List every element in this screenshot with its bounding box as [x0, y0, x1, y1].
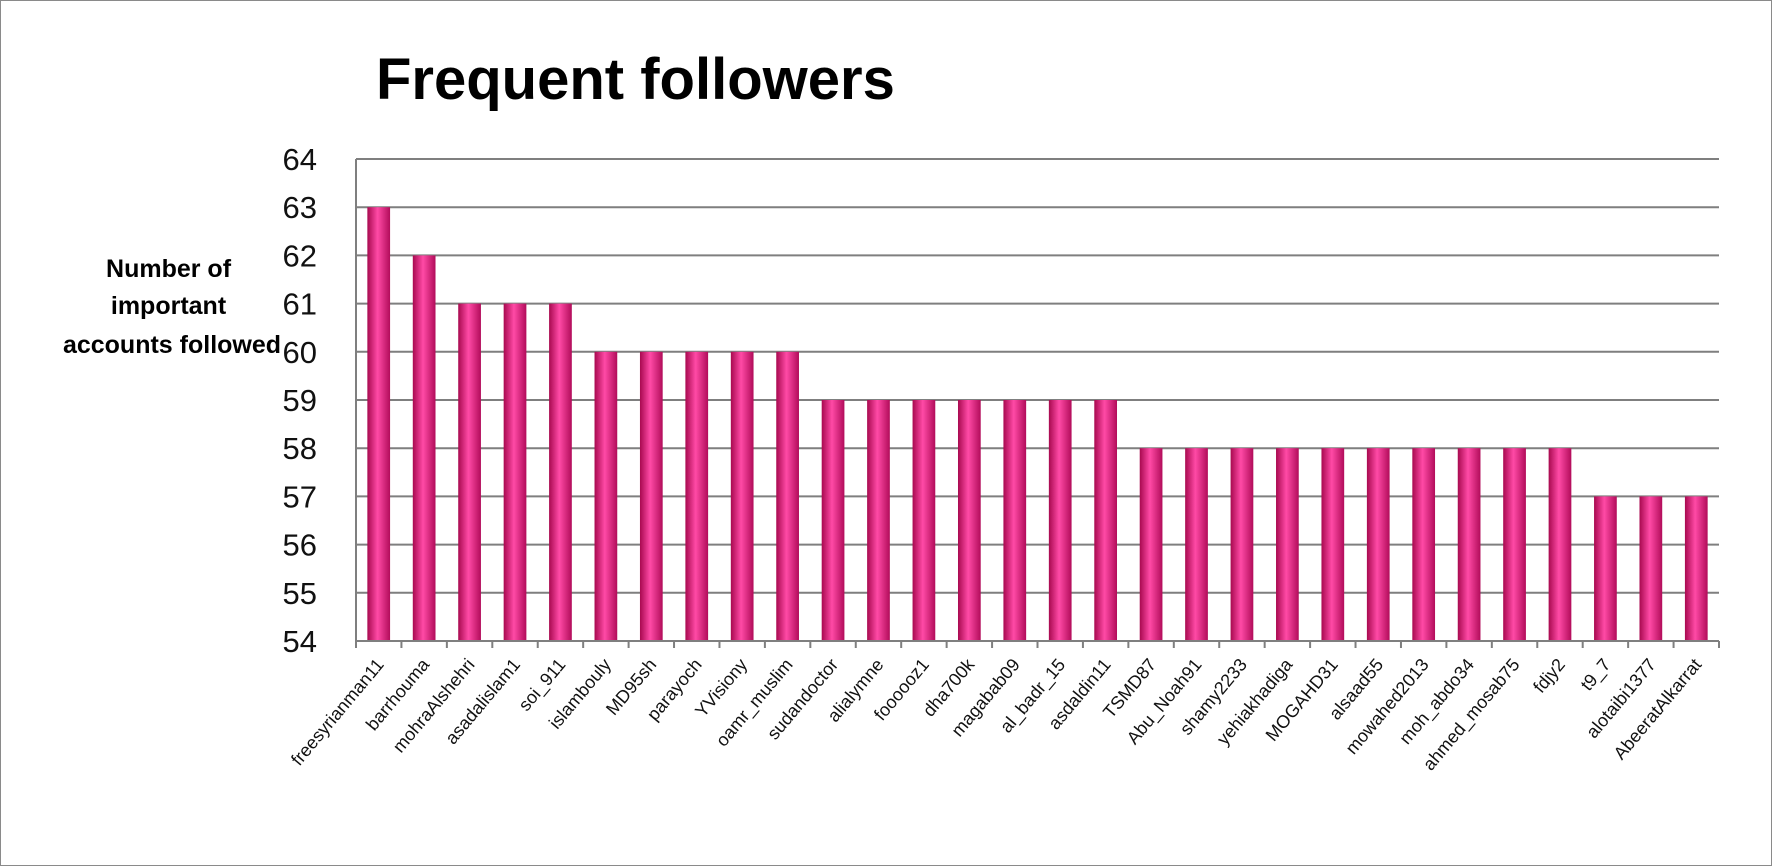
- bar: [1003, 400, 1027, 641]
- bar: [1639, 496, 1663, 641]
- bar: [1684, 496, 1708, 641]
- bar: [549, 303, 572, 641]
- bar: [1048, 400, 1072, 641]
- bar: [1094, 400, 1118, 641]
- bar: [1230, 448, 1254, 641]
- x-tick-labels: freesyrianman11barrhoumamohraAlshehriasa…: [287, 654, 1705, 775]
- x-tick-label: t9_7: [1577, 655, 1616, 695]
- y-tick-labels: 54 55 56 57 58 59 60 61 62 63 64: [283, 142, 317, 659]
- y-axis-label-line: accounts followed: [63, 331, 281, 359]
- y-tick-label: 61: [283, 287, 317, 322]
- x-tick-label: fdjy2: [1529, 655, 1569, 697]
- bar: [685, 351, 709, 641]
- bar: [1503, 448, 1526, 641]
- bar: [1185, 448, 1208, 641]
- bar: [594, 351, 618, 641]
- y-tick-label: 63: [283, 190, 317, 225]
- y-axis-label-line: Number of: [106, 255, 232, 283]
- bar: [957, 400, 981, 641]
- y-tick-label: 55: [283, 576, 317, 611]
- y-tick-label: 59: [283, 383, 317, 418]
- y-tick-label: 60: [283, 335, 317, 370]
- bar: [367, 207, 391, 641]
- bar: [867, 400, 890, 641]
- bar: [458, 303, 481, 641]
- gridlines: [356, 158, 1719, 594]
- bar: [821, 400, 845, 641]
- y-tick-label: 64: [283, 142, 317, 177]
- y-tick-label: 56: [283, 528, 317, 563]
- bar: [1321, 448, 1345, 641]
- axes: [355, 159, 1720, 648]
- bar: [1366, 448, 1390, 641]
- y-tick-label: 57: [283, 479, 317, 514]
- bar: [1548, 448, 1572, 641]
- bar: [1412, 448, 1436, 641]
- bar: [412, 255, 436, 641]
- bar: [1457, 448, 1481, 641]
- y-tick-label: 62: [283, 238, 317, 273]
- chart-title: Frequent followers: [376, 47, 895, 112]
- bar: [912, 400, 936, 641]
- bar: [639, 351, 663, 641]
- y-tick-label: 54: [283, 624, 317, 659]
- bar: [1139, 448, 1163, 641]
- bars: [367, 207, 1708, 641]
- bar: [1276, 448, 1299, 641]
- y-axis-label: Number of important accounts followed: [63, 255, 281, 359]
- bar: [730, 351, 754, 641]
- y-axis-label-line: important: [111, 292, 227, 320]
- bar: [776, 351, 799, 641]
- bar: [503, 303, 527, 641]
- y-tick-label: 58: [283, 431, 317, 466]
- bar: [1594, 496, 1617, 641]
